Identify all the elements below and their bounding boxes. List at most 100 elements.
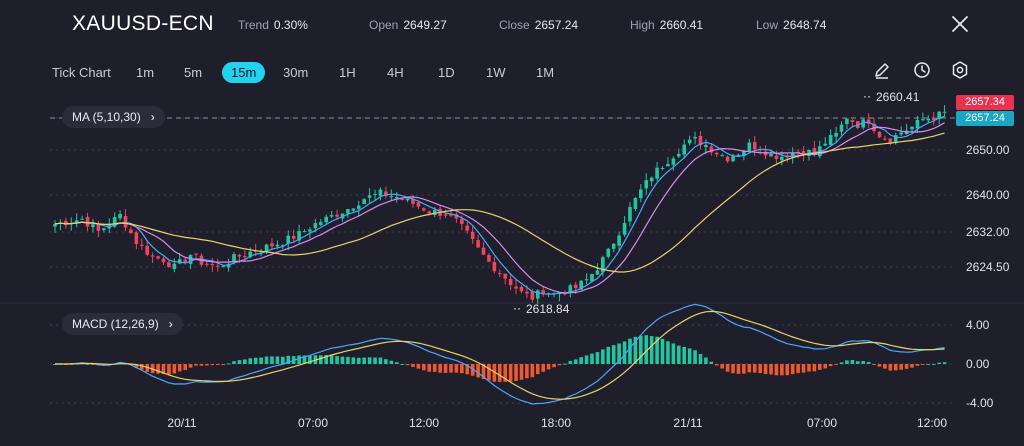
- tab-4h[interactable]: 4H: [387, 65, 404, 80]
- candle-body: [167, 262, 171, 268]
- pencil-icon[interactable]: [872, 60, 892, 80]
- macd-histogram-bar: [611, 345, 616, 364]
- macd-histogram-bar: [443, 364, 448, 373]
- candle-body: [438, 208, 442, 216]
- macd-histogram-bar: [58, 363, 63, 365]
- candle-body: [839, 124, 844, 132]
- candle-body: [763, 151, 768, 156]
- macd-histogram-bar: [584, 355, 589, 364]
- candle-body: [785, 155, 790, 158]
- candle-body: [351, 208, 356, 211]
- macd-histogram-bar: [286, 355, 291, 364]
- candle-body: [872, 123, 876, 132]
- candle-body: [655, 167, 659, 179]
- candle-body: [606, 248, 611, 257]
- candle-body: [666, 163, 670, 167]
- candle-body: [96, 224, 101, 231]
- candle-body: [188, 255, 193, 264]
- macd-histogram-bar: [714, 364, 719, 366]
- tab-1m-month[interactable]: 1M: [536, 65, 555, 80]
- candle-body: [53, 224, 57, 227]
- high-annotation: 2660.41: [876, 90, 920, 104]
- candle-body: [487, 255, 491, 262]
- macd-axis-tick: 4.00: [966, 318, 990, 332]
- candle-body: [780, 156, 784, 161]
- candle-body: [671, 158, 676, 165]
- macd-histogram-bar: [329, 355, 334, 364]
- candle-body: [270, 243, 274, 247]
- tab-15m[interactable]: 15m: [222, 62, 266, 83]
- stat-trend: Trend 0.30%: [238, 18, 308, 32]
- close-price-tag: 2657.24: [956, 111, 1014, 126]
- macd-histogram-bar: [590, 353, 594, 364]
- candle-body: [563, 292, 567, 295]
- macd-histogram-bar: [666, 341, 670, 364]
- macd-histogram-bar: [628, 338, 632, 364]
- candle-body: [845, 118, 849, 124]
- tab-1w[interactable]: 1W: [486, 65, 506, 80]
- macd-histogram-bar: [573, 359, 578, 364]
- candle-body: [910, 126, 914, 130]
- ma-indicator-label: MA (5,10,30): [72, 110, 141, 124]
- candle-body: [324, 216, 329, 223]
- macd-histogram-bar: [253, 357, 258, 364]
- macd-histogram-bar: [704, 357, 708, 364]
- macd-histogram-bar: [530, 364, 535, 378]
- candle-body: [226, 263, 231, 268]
- macd-histogram-bar: [525, 364, 529, 379]
- macd-histogram-bar: [145, 364, 150, 372]
- macd-histogram-bar: [139, 364, 144, 370]
- tab-1d[interactable]: 1D: [438, 65, 455, 80]
- candle-body: [704, 144, 708, 148]
- macd-histogram-bar: [899, 364, 903, 370]
- candle-body: [644, 180, 649, 189]
- macd-histogram-bar: [763, 364, 768, 375]
- macd-histogram-bar: [367, 357, 372, 364]
- timer-icon[interactable]: [912, 60, 932, 80]
- macd-histogram-bar: [270, 356, 274, 364]
- candle-body: [69, 222, 74, 225]
- macd-histogram-bar: [790, 364, 795, 375]
- tab-30m[interactable]: 30m: [283, 65, 309, 80]
- stat-value: 2649.27: [403, 18, 447, 32]
- macd-histogram-bar: [411, 364, 415, 367]
- candle-body: [617, 235, 621, 246]
- candle-body: [530, 291, 535, 300]
- candle-body: [660, 168, 665, 170]
- macd-histogram-bar: [780, 364, 784, 376]
- macd-histogram-bar: [655, 336, 659, 364]
- candle-body: [80, 218, 84, 220]
- macd-histogram-bar: [942, 362, 947, 364]
- macd-histogram-bar: [617, 343, 621, 364]
- tab-tick-chart[interactable]: Tick Chart: [52, 65, 111, 80]
- macd-indicator-pill[interactable]: MACD (12,26,9) ›: [62, 313, 183, 335]
- tab-5m[interactable]: 5m: [184, 65, 203, 80]
- symbol-title: XAUUSD-ECN: [72, 12, 214, 35]
- settings-icon[interactable]: [950, 60, 970, 80]
- macd-histogram-bar: [308, 355, 312, 364]
- ma-indicator-pill[interactable]: MA (5,10,30) ›: [62, 106, 165, 128]
- macd-histogram-bar: [622, 341, 627, 364]
- candle-body: [899, 132, 903, 135]
- stat-open: Open 2649.27: [369, 18, 447, 32]
- tab-1m[interactable]: 1m: [136, 65, 155, 80]
- macd-histogram-bar: [937, 362, 941, 364]
- candle-body: [427, 211, 432, 214]
- time-axis-tick: 07:00: [807, 416, 837, 430]
- time-axis-tick: 20/11: [167, 416, 196, 430]
- macd-histogram-bar: [281, 356, 285, 364]
- candle-body: [318, 222, 323, 225]
- tab-1h[interactable]: 1H: [339, 65, 356, 80]
- macd-histogram-bar: [161, 364, 166, 375]
- macd-histogram-bar: [400, 363, 404, 365]
- macd-histogram-bar: [660, 338, 665, 364]
- close-icon[interactable]: [950, 14, 970, 34]
- macd-histogram-bar: [893, 364, 898, 371]
- candle-body: [275, 244, 280, 247]
- ma10-line: [54, 122, 945, 294]
- candle-body: [769, 154, 773, 157]
- macd-histogram-bar: [96, 364, 101, 366]
- candle-body: [595, 270, 600, 275]
- macd-histogram-bar: [812, 364, 817, 372]
- candle-body: [460, 218, 464, 224]
